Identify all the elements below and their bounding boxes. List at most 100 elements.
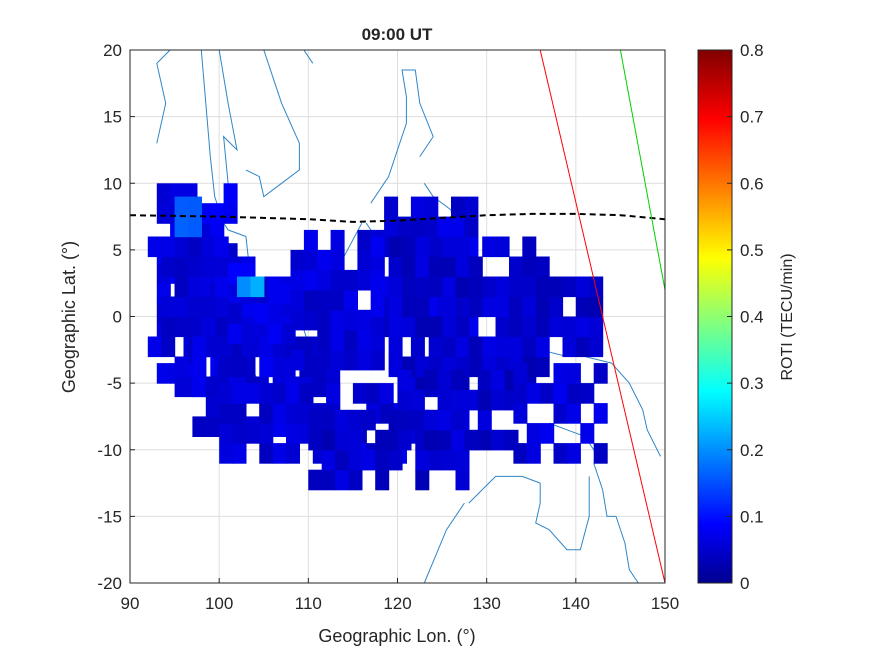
roti-cell [201, 316, 216, 338]
roti-cell [290, 349, 305, 371]
roti-cell [219, 403, 234, 424]
roti-cell [464, 389, 479, 411]
roti-cell [188, 316, 202, 338]
roti-cell [357, 269, 372, 291]
roti-cell [357, 329, 372, 351]
roti-cell [451, 196, 465, 218]
roti-cell [553, 363, 568, 384]
coastline [468, 475, 590, 551]
roti-cell [428, 256, 443, 278]
roti-cell [410, 409, 425, 431]
roti-cell [330, 289, 345, 311]
roti-cell [589, 276, 604, 298]
roti-cell [410, 216, 425, 238]
roti-cell [477, 389, 492, 411]
roti-cell [286, 403, 300, 424]
roti-cell [540, 423, 555, 444]
roti-cell [424, 429, 439, 451]
roti-cell [330, 309, 345, 331]
roti-cell [522, 296, 537, 318]
roti-cell [589, 296, 604, 318]
roti-cell [205, 336, 220, 358]
roti-cell [303, 309, 318, 331]
roti-cell [566, 363, 581, 384]
roti-cell [535, 296, 550, 318]
roti-cell [415, 236, 430, 258]
roti-cell [522, 236, 537, 258]
roti-cell [455, 469, 470, 491]
roti-cell [174, 236, 189, 258]
roti-cell [223, 183, 238, 204]
roti-cell [161, 316, 176, 338]
roti-cell [214, 236, 229, 258]
roti-cell [254, 303, 269, 324]
roti-cell [442, 236, 457, 258]
coastline [289, 50, 314, 64]
roti-cell [326, 383, 341, 404]
roti-cell [388, 336, 403, 358]
roti-cell [303, 249, 318, 271]
roti-cell [553, 443, 568, 464]
roti-cell [188, 236, 202, 258]
roti-cell [437, 429, 452, 451]
roti-cell [361, 449, 376, 471]
roti-cell [366, 383, 381, 404]
roti-cell [397, 429, 412, 451]
roti-cell [344, 289, 358, 311]
roti-cell [482, 236, 497, 258]
roti-cell [361, 409, 376, 431]
roti-cell [344, 349, 358, 371]
roti-cell [228, 323, 243, 344]
roti-cell [290, 269, 305, 291]
roti-cell [174, 256, 189, 278]
roti-cell [348, 429, 363, 451]
roti-cell [156, 183, 171, 204]
y-tick-label: -10 [97, 441, 122, 460]
roti-cell [451, 409, 465, 431]
roti-cell [223, 203, 238, 224]
roti-cell [566, 403, 581, 424]
roti-cell [464, 216, 479, 238]
roti-cell [317, 329, 332, 351]
roti-cell [575, 336, 590, 358]
roti-cell [402, 316, 416, 338]
roti-cell [580, 383, 595, 404]
roti-cell [321, 449, 336, 471]
roti-cell [428, 316, 443, 338]
roti-cell [522, 336, 537, 358]
roti-cell [388, 236, 403, 258]
roti-cell [464, 196, 479, 218]
roti-cell [388, 296, 403, 318]
roti-cell [201, 236, 216, 258]
roti-cell [549, 296, 564, 318]
roti-cell [348, 449, 363, 471]
roti-cell [370, 236, 385, 258]
roti-cell [357, 249, 372, 271]
roti-cell [348, 409, 363, 431]
roti-cell [286, 423, 300, 444]
roti-cell [272, 383, 287, 404]
roti-cell [442, 449, 457, 471]
roti-cell [303, 229, 318, 251]
y-tick-label: 0 [113, 308, 122, 327]
roti-cell [535, 256, 550, 278]
roti-cell [290, 309, 305, 331]
roti-cell [522, 276, 537, 298]
roti-cell [286, 443, 300, 464]
roti-cell [188, 276, 202, 298]
roti-cell [192, 356, 207, 378]
roti-cell [482, 296, 497, 318]
roti-cell [174, 316, 189, 338]
roti-cell [321, 469, 336, 491]
roti-cell [272, 443, 287, 464]
roti-cell [522, 256, 537, 278]
roti-cell [174, 356, 189, 378]
roti-cell [214, 276, 229, 298]
roti-cell [495, 316, 510, 338]
roti-cells [147, 183, 608, 491]
roti-cell [424, 369, 439, 391]
roti-cell [477, 409, 492, 431]
roti-cell [415, 276, 430, 298]
roti-cell [174, 196, 189, 218]
roti-cell [575, 296, 590, 318]
